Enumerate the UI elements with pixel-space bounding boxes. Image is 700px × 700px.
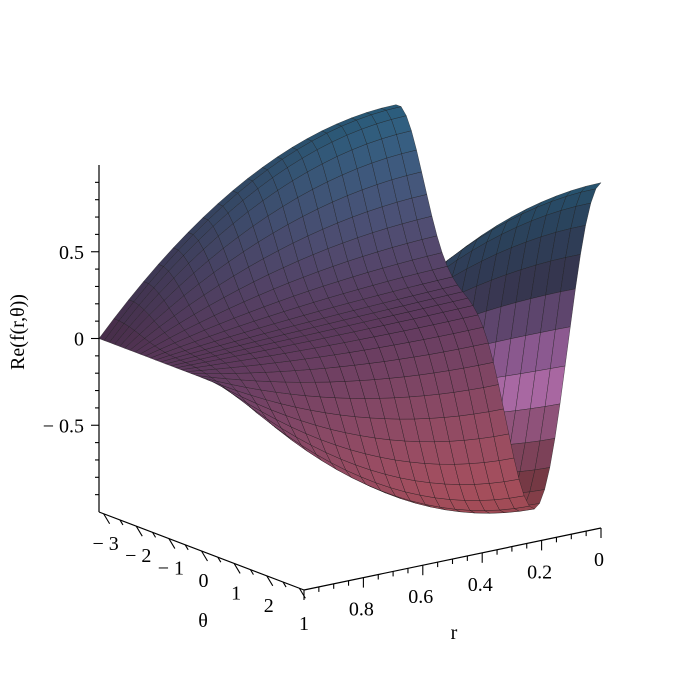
theta-tick [249, 569, 254, 575]
r-tick-label: 0.2 [527, 561, 552, 583]
theta-tick [119, 519, 124, 526]
r-minor-ticks [303, 528, 602, 600]
theta-tick-label: − 2 [125, 545, 151, 567]
r-tick-label: 0 [594, 549, 604, 571]
theta-axis-title: θ [198, 610, 208, 632]
theta-tick [282, 581, 287, 588]
theta-tick [152, 532, 157, 538]
theta-tick [233, 563, 241, 574]
z-tick-label: 0.5 [59, 242, 84, 264]
theta-tick [168, 538, 176, 549]
theta-tick-label: 1 [231, 582, 241, 604]
z-axis-title: Re(f(r,θ)) [7, 294, 29, 370]
r-tick-labels: 0.8 0.6 0.4 0.2 0 [349, 549, 604, 621]
theta-tick-label: − 1 [158, 558, 184, 580]
z-tick-label: − 0.5 [43, 415, 84, 437]
r-axis-title: r [451, 622, 458, 644]
theta-tick [266, 575, 274, 587]
surface-mesh [98, 104, 602, 514]
theta-tick-labels: − 3 − 2 − 1 01 2 [92, 533, 273, 617]
z-minor-ticks [91, 181, 99, 496]
theta-tick [201, 550, 208, 562]
theta-tick-label: 2 [264, 595, 274, 617]
theta-tick [103, 513, 111, 525]
theta-end-tick-label: 1 [299, 613, 309, 635]
r-tick-label: 0.8 [349, 599, 374, 621]
theta-tick-label: 0 [199, 570, 209, 592]
theta-tick [217, 556, 222, 563]
r-tick-label: 0.4 [468, 574, 493, 596]
surface-facet [380, 104, 402, 111]
r-tick-label: 0.6 [408, 586, 433, 608]
theta-tick [135, 525, 143, 537]
z-tick-labels: 0.5 0 − 0.5 [43, 242, 84, 438]
axes: 0.5 0 − 0.5 − 3 − 2 − 1 01 2 0.8 0.6 0.4 0.2 0 1 1… [7, 165, 604, 644]
theta-tick-label: − 3 [92, 533, 118, 555]
z-tick-label: 0 [74, 329, 84, 351]
theta-tick [184, 544, 189, 551]
